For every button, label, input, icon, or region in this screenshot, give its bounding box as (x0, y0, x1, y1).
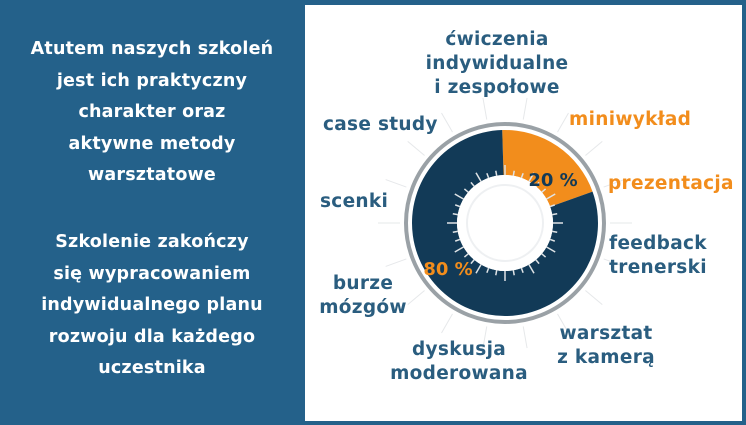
label-line: indywidualne (425, 53, 569, 74)
label-line: warsztat (559, 323, 653, 344)
center-rim-tick (546, 246, 556, 253)
center-inner-ring (466, 184, 544, 262)
label-warsztat: warsztat z kamerą (551, 322, 661, 370)
center-rim-tick (552, 213, 558, 216)
donut-chart: 20 % 80 % (378, 97, 632, 349)
center-rim-tick (528, 264, 535, 274)
methods-panel: 20 % 80 % ćwiczenia indywidualne i zespoł… (305, 5, 742, 421)
intro-line: jest ich praktyczny (56, 70, 248, 91)
center-rim-tick (549, 204, 556, 208)
center-rim-tick (528, 172, 535, 182)
label-line: z kamerą (557, 347, 655, 368)
label-dyskusja: dyskusja moderowana (389, 338, 529, 386)
label-case-study: case study (323, 114, 438, 135)
summary-line: Szkolenie zakończy (55, 232, 249, 252)
center-rim-tick (552, 230, 558, 233)
intro-line: aktywne metody (68, 133, 236, 154)
decor-ray (407, 290, 425, 306)
center-rim-tick (463, 253, 469, 258)
center-rim-tick (452, 230, 458, 233)
decor-ray (385, 179, 407, 188)
intro-line: charakter oraz (78, 102, 226, 122)
center-rim-tick (512, 270, 515, 276)
center-rim-tick (475, 264, 482, 274)
label-line: moderowana (390, 363, 528, 384)
center-rim-tick (486, 172, 490, 179)
center-rim-tick (535, 181, 540, 187)
slice-80 (412, 130, 598, 317)
center-rim-tick (549, 238, 556, 242)
center-rim-tick (495, 170, 498, 176)
center-rim-tick (470, 259, 475, 265)
center-rim-tick (535, 259, 540, 265)
center-rim-tick (454, 246, 464, 253)
label-line: dyskusja (411, 339, 507, 360)
center-rim-tick (520, 267, 524, 274)
decor-ray (441, 313, 453, 334)
center-rim-tick (486, 267, 490, 274)
center-rim-tick (454, 204, 461, 208)
decor-ray (482, 97, 488, 120)
decor-ray (603, 258, 625, 267)
label-feedback: feedback trenerski (603, 232, 713, 280)
center-rim-tick (520, 172, 524, 179)
left-panel: Atutem naszych szkoleń jest ich praktycz… (0, 0, 303, 425)
center-rim-tick (470, 181, 475, 187)
decor-ray (385, 258, 407, 267)
summary-line: rozwoju dla każdego (48, 326, 256, 347)
center-circle (457, 175, 553, 271)
center-rim-tick (454, 193, 464, 200)
center-rim-tick (546, 193, 556, 200)
outer-ring (404, 122, 606, 324)
decor-ray (441, 112, 453, 133)
label-burze: burze mózgów (313, 272, 413, 320)
label-line: i zespołowe (434, 77, 560, 98)
label-line: ćwiczenia (445, 29, 549, 50)
intro-paragraph: Atutem naszych szkoleń jest ich praktycz… (4, 34, 300, 192)
intro-line: warsztatowe (87, 165, 216, 185)
decor-ray (585, 290, 603, 306)
center-rim-tick (541, 253, 547, 258)
center-rim-tick (454, 238, 461, 242)
center-rim-tick (512, 170, 515, 176)
decor-ray (482, 326, 488, 349)
decor-ray (603, 179, 625, 188)
label-line: feedback (609, 233, 707, 254)
label-line: trenerski (609, 257, 707, 278)
label-scenki: scenki (320, 191, 389, 212)
intro-line: Atutem naszych szkoleń (30, 39, 274, 59)
label-cwiczenia: ćwiczenia indywidualne i zespołowe (417, 28, 577, 100)
center-rim-tick (452, 213, 458, 216)
center-rim-tick (475, 172, 482, 182)
center-rim-tick (495, 270, 498, 276)
decor-ray (407, 140, 425, 156)
decor-ray (585, 140, 603, 156)
decor-ray (522, 326, 528, 349)
center-rim-tick (541, 188, 547, 193)
decor-ray (522, 97, 528, 120)
label-20-percent: 20 % (528, 170, 577, 191)
slice-20 (502, 130, 593, 207)
label-line: mózgów (319, 297, 407, 318)
summary-line: indywidualnego planu (41, 295, 263, 315)
center-rim-tick (463, 188, 469, 193)
decor-ray (557, 112, 569, 133)
label-80-percent: 80 % (423, 259, 472, 280)
decor-ray (557, 313, 569, 334)
label-prezentacja: prezentacja (608, 173, 734, 194)
summary-line: uczestnika (98, 358, 206, 378)
label-miniwyklad: miniwykład (569, 109, 692, 130)
summary-line: się wypracowaniem (53, 263, 251, 284)
label-line: burze (332, 273, 394, 294)
summary-paragraph: Szkolenie zakończy się wypracowaniem ind… (4, 227, 300, 385)
